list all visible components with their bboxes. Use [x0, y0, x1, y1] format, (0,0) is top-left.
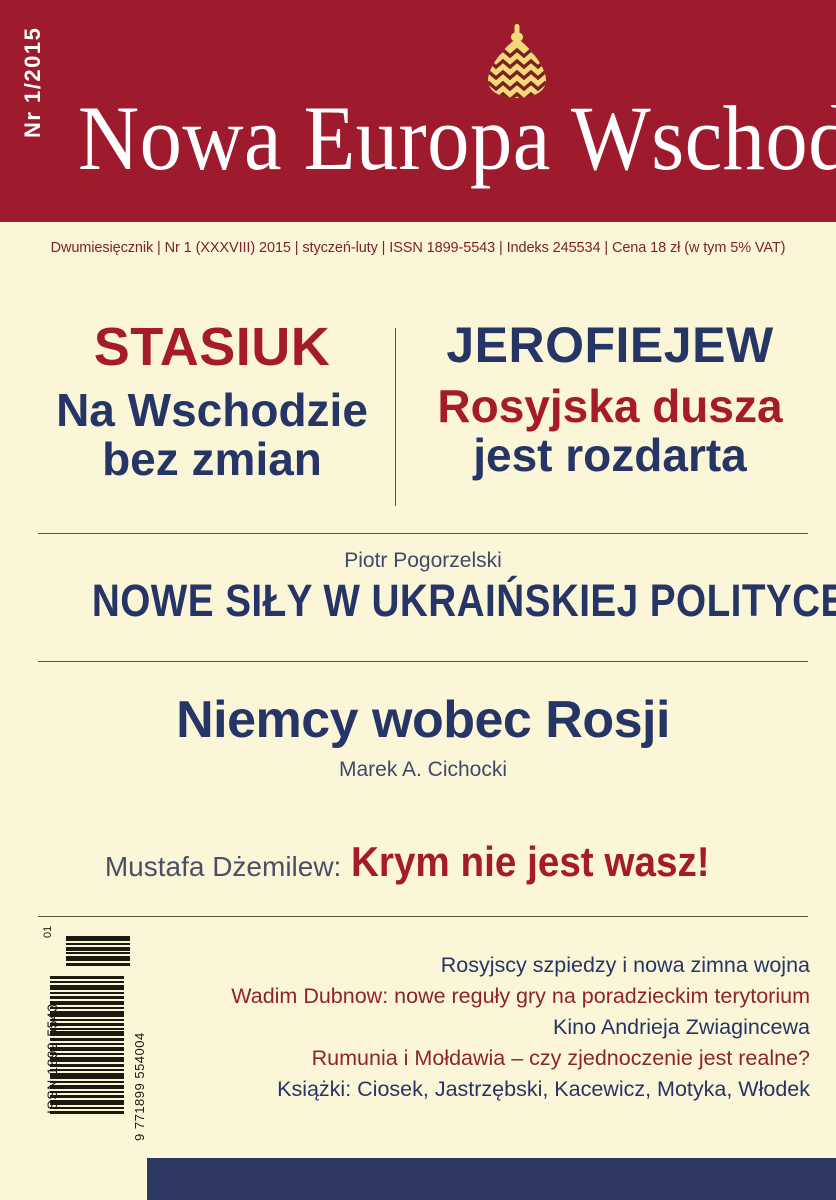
section-divider — [38, 533, 808, 534]
barcode-ean-digits: 9 771899 554004 — [132, 1032, 147, 1141]
masthead-banner: Nr 1/2015 Nowa Europa Wschodnia — [0, 0, 836, 222]
imprint-line: Dwumiesięcznik | Nr 1 (XXXVIII) 2015 | s… — [50, 240, 786, 256]
quote-line: Mustafa Dżemilew: Krym nie jest wasz! — [38, 838, 808, 886]
quote-speaker: Mustafa Dżemilew: — [104, 851, 342, 882]
teaser-list: Rosyjscy szpiedzy i nowa zimna wojna Wad… — [150, 950, 810, 1105]
feature-title: NOWE SIŁY W UKRAIŃSKIEJ POLITYCE — [91, 575, 836, 626]
teaser-item: Rumunia i Mołdawia – czy zjednoczenie je… — [311, 1046, 810, 1070]
feature-germany: Niemcy wobec Rosji Marek A. Cichocki — [38, 688, 808, 782]
headline-subtitle: Na Wschodzie bez zmian — [38, 383, 386, 486]
teaser-item: Kino Andrieja Zwiagincewa — [553, 1015, 810, 1039]
feature-title: Niemcy wobec Rosji — [176, 691, 670, 749]
quote-text: Krym nie jest wasz! — [351, 838, 710, 885]
barcode-issn-label: ISSN 1899-5543 — [44, 1003, 60, 1114]
headline-subtitle-line: Rosyjska dusza — [437, 379, 783, 432]
barcode-addon-bars — [66, 936, 130, 966]
headline-subtitle-line: jest rozdarta — [473, 429, 747, 482]
bottom-accent-bar — [147, 1158, 836, 1200]
barcode-addon-label: 01 — [42, 925, 54, 938]
headline-column-stasiuk: STASIUK Na Wschodzie bez zmian — [38, 317, 386, 486]
feature-byline: Marek A. Cichocki — [338, 758, 508, 781]
section-divider — [38, 916, 808, 917]
section-divider — [38, 661, 808, 662]
column-divider — [395, 328, 396, 506]
headline-subtitle: Rosyjska dusza jest rozdarta — [410, 379, 810, 482]
headline-column-jerofiejew: JEROFIEJEW Rosyjska dusza jest rozdarta — [410, 317, 810, 482]
barcode-ean-bars — [50, 976, 124, 1114]
onion-dome-icon — [488, 24, 546, 98]
teaser-item: Wadim Dubnow: nowe reguły gry na poradzi… — [231, 984, 810, 1008]
headline-author-name: JEROFIEJEW — [446, 317, 774, 373]
barcode: 01 ISSN 1899-5543 9 771899 554004 — [28, 926, 147, 1146]
page-title: Nowa Europa Wschodnia — [78, 87, 836, 189]
issue-number-vertical: Nr 1/2015 — [20, 26, 45, 138]
feature-byline: Piotr Pogorzelski — [344, 549, 502, 572]
headline-subtitle-line: bez zmian — [102, 433, 322, 486]
teaser-item: Rosyjscy szpiedzy i nowa zimna wojna — [440, 953, 810, 977]
teaser-item: Książki: Ciosek, Jastrzębski, Kacewicz, … — [277, 1077, 810, 1101]
feature-ukraine: Piotr Pogorzelski NOWE SIŁY W UKRAIŃSKIE… — [38, 549, 836, 627]
headline-subtitle-line: Na Wschodzie — [56, 383, 368, 436]
headline-author-name: STASIUK — [93, 317, 331, 377]
